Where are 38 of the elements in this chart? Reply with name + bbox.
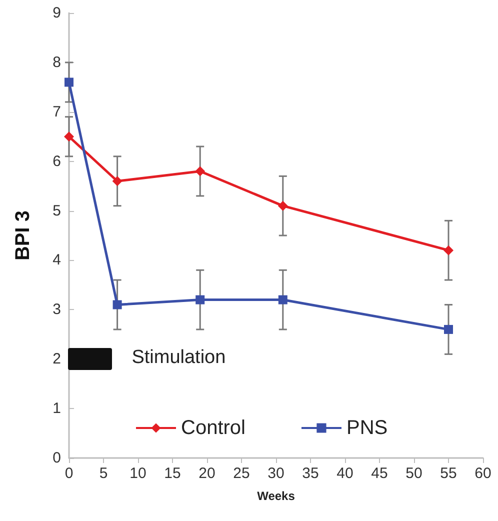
x-tick-label: 50: [406, 465, 422, 482]
point: [444, 245, 454, 256]
x-tick-label: 25: [233, 465, 250, 482]
point: [278, 295, 288, 304]
x-tick-label: 30: [268, 465, 284, 482]
point: [196, 295, 205, 304]
x-tick-label: 10: [130, 465, 146, 482]
y-tick-label: 5: [52, 202, 61, 220]
y-tick-label: 2: [52, 350, 61, 368]
x-tick-label: 0: [64, 465, 74, 482]
point: [64, 132, 74, 142]
y-axis-title: BPI 3: [12, 210, 34, 261]
x-tick-label: 40: [336, 465, 354, 482]
y-tick-label: 3: [52, 301, 61, 318]
y-tick-label: 7: [52, 103, 61, 120]
x-tick-label: 45: [371, 465, 388, 482]
x-tick-label: 15: [164, 465, 181, 482]
y-tick-label: 8: [52, 54, 61, 71]
y-tick-label: 0: [52, 450, 61, 466]
y-tick-label: 6: [52, 152, 61, 170]
y-tick-label: 4: [52, 252, 61, 269]
annotation: Stimulation: [132, 347, 226, 370]
x-axis-title: Weeks: [257, 489, 296, 503]
point: [278, 200, 288, 211]
x-tick-label: 5: [99, 465, 108, 482]
x-tick-label: 35: [302, 465, 319, 482]
point: [112, 300, 122, 310]
point: [195, 166, 206, 176]
point: [64, 78, 74, 87]
y-tick-label: 1: [52, 400, 61, 418]
legend-label: Control: [181, 417, 246, 439]
y-tick-label: 9: [52, 4, 61, 22]
x-tick-label: 55: [440, 465, 457, 482]
x-tick-label: 60: [474, 465, 492, 482]
legend-label: PNS: [346, 417, 388, 439]
x-tick-label: 20: [198, 465, 216, 482]
point: [444, 324, 453, 334]
point: [112, 176, 122, 186]
